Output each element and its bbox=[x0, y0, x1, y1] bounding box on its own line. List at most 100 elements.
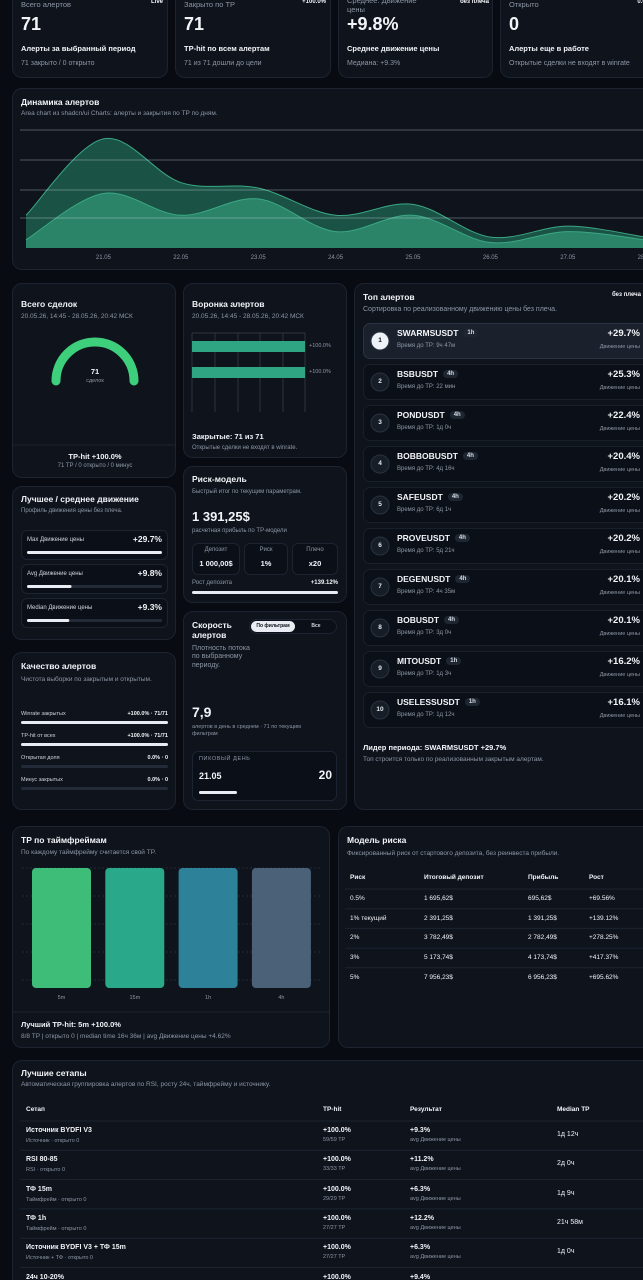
subtitle: Быстрый итог по текущим параметрам. bbox=[192, 489, 302, 495]
symbol: USELESSUSDT bbox=[397, 697, 460, 707]
label: TP-hit от всех bbox=[21, 733, 56, 739]
progress-fill bbox=[192, 591, 338, 594]
badge: без плеча bbox=[611, 292, 641, 298]
value: 71 bbox=[184, 14, 205, 34]
title: Динамика алертов bbox=[21, 97, 100, 107]
subtitle: Плотность потока по выбранному периоду. bbox=[192, 645, 250, 669]
value: +25.3% bbox=[607, 369, 641, 380]
caption: Движение цены bbox=[599, 549, 640, 555]
result: +11.2% bbox=[410, 1156, 434, 1164]
tab[interactable]: По фильтрам bbox=[256, 623, 290, 629]
symbol-row: SWARMSUSDT 1h bbox=[397, 328, 479, 338]
median: 21ч 58м bbox=[557, 1218, 583, 1226]
x-tick-label: 24.05 bbox=[328, 255, 344, 261]
label: Winrate закрытых bbox=[21, 711, 66, 717]
title: Закрыто по TP bbox=[184, 0, 236, 9]
caption: Движение цены bbox=[599, 385, 640, 391]
time: Время до TP: 4д 16ч bbox=[397, 466, 455, 472]
tp: +100.0% bbox=[323, 1244, 351, 1252]
progress-fill bbox=[27, 551, 162, 554]
label: Плечо bbox=[306, 547, 324, 553]
rank: 1 bbox=[378, 337, 382, 344]
cell: 2 782,49$ bbox=[528, 934, 557, 942]
symbol-row: BSBUSDT 4h bbox=[397, 369, 459, 379]
tp: +100.0% bbox=[323, 1273, 351, 1280]
label: Median Движение цены bbox=[27, 605, 93, 611]
area-line bbox=[25, 138, 643, 239]
name: Источник BYDFI V3 + ТФ 15m bbox=[26, 1244, 126, 1252]
peak-value: 20 bbox=[318, 768, 332, 782]
top-row bbox=[363, 405, 643, 441]
growth: +139.12% bbox=[310, 580, 338, 586]
peak-label: ПИКОВЫЙ ДЕНЬ bbox=[199, 756, 251, 762]
rank: 9 bbox=[378, 665, 382, 672]
name: Источник BYDFI V3 bbox=[26, 1127, 92, 1134]
tp-hit: TP-hit +100.0% bbox=[68, 452, 122, 461]
time: Время до TP: 22 мин bbox=[397, 384, 456, 390]
column-header: Median TP bbox=[557, 1106, 590, 1113]
x-tick-label: 4h bbox=[278, 995, 285, 1001]
time: Время до TP: 1д 0ч bbox=[397, 425, 452, 431]
caption: Движение цены bbox=[599, 713, 640, 719]
rank-badge bbox=[370, 495, 390, 515]
column-header: Прибыль bbox=[528, 874, 559, 881]
symbol-row: PONDUSDT 4h bbox=[397, 410, 465, 420]
tp-count: 59/59 TP bbox=[323, 1137, 346, 1143]
rank-badge bbox=[370, 577, 390, 597]
label: Минус закрытых bbox=[21, 777, 63, 783]
group: RSI · открыто 0 bbox=[26, 1167, 66, 1174]
top-row bbox=[363, 528, 643, 564]
cell: 2% bbox=[350, 934, 360, 942]
funnel-bar bbox=[192, 367, 305, 378]
column-header: Рост bbox=[589, 874, 604, 881]
timeframe-badge: 4h bbox=[444, 616, 460, 624]
badge: +100.0% bbox=[302, 0, 326, 5]
area-line bbox=[25, 192, 643, 244]
median: 2д 0ч bbox=[557, 1160, 575, 1168]
rank-badge bbox=[370, 659, 390, 679]
title: Лучшие сетапы bbox=[21, 1068, 87, 1078]
rank-badge bbox=[370, 372, 390, 392]
x-tick-label: 15m bbox=[129, 995, 141, 1001]
stat-card bbox=[175, 0, 331, 78]
label: Max Движение цены bbox=[27, 537, 84, 543]
risk-table-card bbox=[338, 826, 643, 1048]
setups-card bbox=[12, 1060, 643, 1280]
value: 0 bbox=[509, 14, 520, 34]
subtitle: Автоматическая группировка алертов по RS… bbox=[21, 1081, 271, 1088]
time: Время до TP: 4ч 35м bbox=[397, 589, 456, 595]
value-label: +9.3% bbox=[137, 602, 162, 612]
value: +20.4% bbox=[607, 451, 641, 462]
symbol-row: USELESSUSDT 1h bbox=[397, 697, 480, 707]
caption: Движение цены bbox=[599, 590, 640, 596]
timeframe-badge: 1h bbox=[464, 698, 480, 706]
tp: +100.0% bbox=[323, 1185, 351, 1193]
symbol: PONDUSDT bbox=[397, 410, 445, 420]
tab[interactable]: Все bbox=[311, 623, 321, 629]
title: Риск-модель bbox=[192, 474, 247, 484]
tab-active bbox=[251, 621, 295, 632]
period: 20.05.26, 14:45 - 28.05.26, 20:42 МСК bbox=[192, 313, 304, 320]
value: 7,9 bbox=[192, 704, 212, 720]
note: Открытые сделки не входят в winrate bbox=[509, 60, 630, 67]
progress-fill bbox=[27, 585, 72, 588]
symbol-row: MITOUSDT 1h bbox=[397, 656, 462, 666]
cell: 695,62$ bbox=[528, 895, 552, 902]
top-row bbox=[363, 651, 643, 687]
symbol: DEGENUSDT bbox=[397, 574, 451, 584]
rank: 4 bbox=[378, 460, 382, 467]
progress-fill bbox=[21, 721, 168, 724]
x-tick-label: 27.05 bbox=[560, 255, 576, 261]
symbol-row: BOBUSDT 4h bbox=[397, 615, 460, 625]
cell: 4 173,74$ bbox=[528, 954, 557, 962]
top-row bbox=[363, 446, 643, 482]
subtitle: Сортировка по реализованному движению це… bbox=[363, 306, 557, 313]
time: Время до TP: 3д 0ч bbox=[397, 630, 452, 636]
x-tick-label: 28.05 bbox=[637, 255, 643, 261]
timeframe-badge: 4h bbox=[449, 411, 465, 419]
cell: 3% bbox=[350, 954, 360, 962]
cell: 3 782,49$ bbox=[424, 934, 453, 942]
caption: алертов в день в среднем · 71 по текущим… bbox=[192, 724, 301, 737]
cell: 5 173,74$ bbox=[424, 954, 453, 962]
